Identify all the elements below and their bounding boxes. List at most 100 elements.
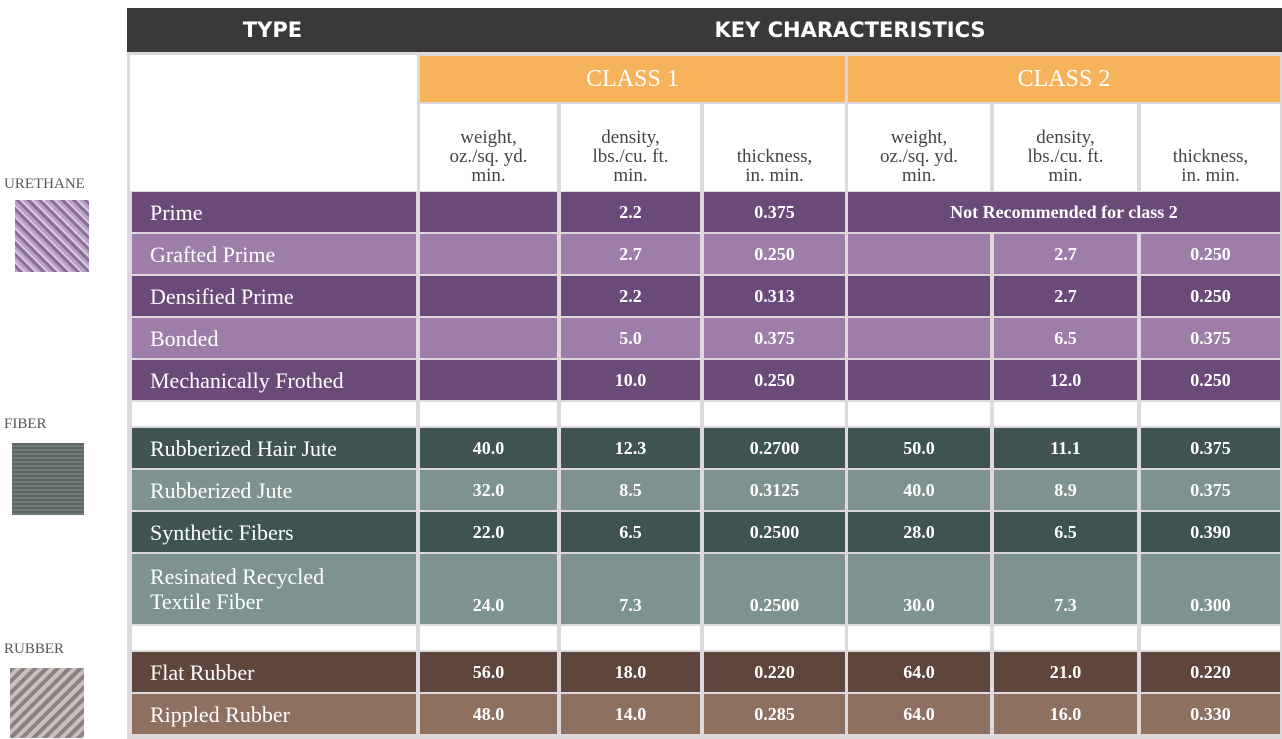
- row-name: Grafted Prime: [132, 234, 416, 274]
- group-label: FIBER: [4, 416, 124, 436]
- spacer-cell: [420, 626, 557, 650]
- row-name: Synthetic Fibers: [132, 512, 416, 552]
- value-cell: 12.0: [994, 360, 1137, 400]
- value-cell: 0.2500: [704, 512, 845, 552]
- row-name: Rippled Rubber: [132, 694, 416, 734]
- value-cell: 8.9: [994, 470, 1137, 510]
- value-cell: 48.0: [420, 694, 557, 734]
- value-cell: 6.5: [994, 318, 1137, 358]
- row-name: Bonded: [132, 318, 416, 358]
- value-cell: 0.375: [704, 318, 845, 358]
- value-cell: 6.5: [561, 512, 700, 552]
- value-cell: 0.250: [1141, 234, 1280, 274]
- value-cell: 40.0: [420, 428, 557, 468]
- value-cell: [420, 234, 557, 274]
- row-name: Rubberized Jute: [132, 470, 416, 510]
- column-header: density, lbs./cu. ft. min.: [994, 104, 1137, 191]
- value-cell: 14.0: [561, 694, 700, 734]
- column-header: thickness, in. min.: [1141, 104, 1280, 191]
- spacer-cell: [994, 402, 1137, 426]
- blank-cell: [130, 55, 417, 191]
- spacer-cell: [848, 626, 990, 650]
- note-cell: Not Recommended for class 2: [848, 192, 1280, 232]
- value-cell: 24.0: [420, 554, 557, 624]
- type-header: TYPE: [127, 8, 418, 52]
- value-cell: [848, 234, 990, 274]
- value-cell: [420, 192, 557, 232]
- value-cell: 10.0: [561, 360, 700, 400]
- page: TYPE KEY CHARACTERISTICS (() => { const …: [0, 0, 1282, 739]
- value-cell: 0.390: [1141, 512, 1280, 552]
- value-cell: 2.7: [994, 276, 1137, 316]
- row-name: Resinated Recycled Textile Fiber: [132, 554, 416, 624]
- value-cell: 0.3125: [704, 470, 845, 510]
- value-cell: 22.0: [420, 512, 557, 552]
- value-cell: 0.285: [704, 694, 845, 734]
- value-cell: 28.0: [848, 512, 990, 552]
- value-cell: 18.0: [561, 652, 700, 692]
- value-cell: [848, 318, 990, 358]
- column-header: density, lbs./cu. ft. min.: [561, 104, 700, 191]
- value-cell: 0.300: [1141, 554, 1280, 624]
- spacer-cell: [561, 626, 700, 650]
- value-cell: 12.3: [561, 428, 700, 468]
- value-cell: 7.3: [561, 554, 700, 624]
- value-cell: 0.250: [1141, 276, 1280, 316]
- row-name: Prime: [132, 192, 416, 232]
- value-cell: 0.375: [1141, 428, 1280, 468]
- value-cell: 0.250: [704, 234, 845, 274]
- value-cell: 32.0: [420, 470, 557, 510]
- value-cell: [420, 360, 557, 400]
- fiber-swatch: [12, 443, 84, 515]
- value-cell: 0.250: [1141, 360, 1280, 400]
- value-cell: 0.313: [704, 276, 845, 316]
- value-cell: 50.0: [848, 428, 990, 468]
- class-header: CLASS 1: [420, 56, 845, 102]
- value-cell: 0.220: [1141, 652, 1280, 692]
- value-cell: 0.375: [1141, 318, 1280, 358]
- value-cell: 5.0: [561, 318, 700, 358]
- value-cell: 2.7: [561, 234, 700, 274]
- column-header: weight, oz./sq. yd. min.: [420, 104, 557, 191]
- value-cell: 8.5: [561, 470, 700, 510]
- spacer-cell: [1141, 626, 1280, 650]
- spacer-cell: [561, 402, 700, 426]
- row-name: Rubberized Hair Jute: [132, 428, 416, 468]
- row-name: Flat Rubber: [132, 652, 416, 692]
- column-header: weight, oz./sq. yd. min.: [848, 104, 990, 191]
- spacer-cell: [132, 402, 416, 426]
- value-cell: 56.0: [420, 652, 557, 692]
- value-cell: 0.2500: [704, 554, 845, 624]
- spacer-cell: [1141, 402, 1280, 426]
- group-label: URETHANE: [4, 176, 124, 196]
- value-cell: 0.250: [704, 360, 845, 400]
- value-cell: [420, 276, 557, 316]
- group-label: RUBBER: [4, 641, 124, 661]
- value-cell: 2.7: [994, 234, 1137, 274]
- value-cell: 0.330: [1141, 694, 1280, 734]
- value-cell: 11.1: [994, 428, 1137, 468]
- rubber-swatch: [10, 668, 84, 738]
- key-header: KEY CHARACTERISTICS: [418, 8, 1282, 52]
- value-cell: 0.220: [704, 652, 845, 692]
- row-name: Densified Prime: [132, 276, 416, 316]
- value-cell: 2.2: [561, 276, 700, 316]
- spacer-cell: [994, 626, 1137, 650]
- spacer-cell: [704, 626, 845, 650]
- value-cell: 64.0: [848, 694, 990, 734]
- value-cell: 21.0: [994, 652, 1137, 692]
- value-cell: [420, 318, 557, 358]
- value-cell: 16.0: [994, 694, 1137, 734]
- value-cell: 0.2700: [704, 428, 845, 468]
- row-name: Mechanically Frothed: [132, 360, 416, 400]
- spacer-cell: [420, 402, 557, 426]
- value-cell: 6.5: [994, 512, 1137, 552]
- value-cell: 2.2: [561, 192, 700, 232]
- class-header: CLASS 2: [848, 56, 1280, 102]
- urethane-swatch: [15, 200, 89, 272]
- spacer-cell: [704, 402, 845, 426]
- value-cell: 0.375: [1141, 470, 1280, 510]
- value-cell: 7.3: [994, 554, 1137, 624]
- value-cell: [848, 276, 990, 316]
- value-cell: 0.375: [704, 192, 845, 232]
